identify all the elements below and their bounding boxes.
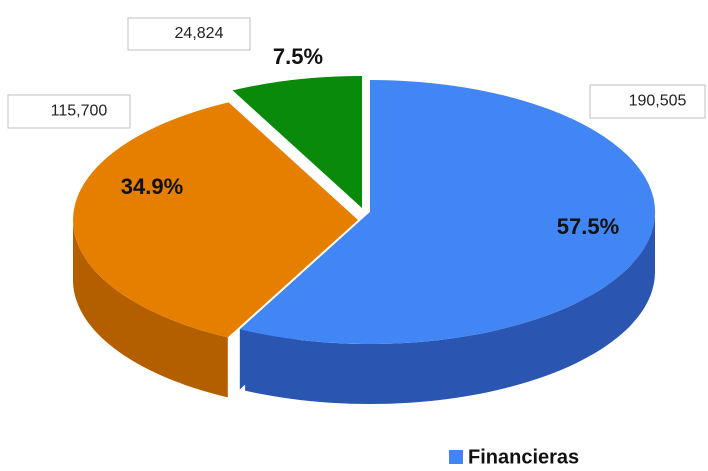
pie-slice <box>239 79 656 344</box>
percent-label: 7.5% <box>273 44 323 69</box>
slice-side <box>245 212 655 404</box>
label-box <box>589 84 706 119</box>
pie-slice <box>73 102 358 338</box>
value-label: 24,824 <box>175 25 224 42</box>
legend-swatch <box>449 450 463 464</box>
value-label: 115,700 <box>51 103 108 120</box>
percent-label: 57.5% <box>557 214 619 239</box>
percent-label: 34.9% <box>121 174 183 199</box>
value-label: 190,505 <box>629 93 687 110</box>
slice-side <box>73 221 228 398</box>
legend-label: Financieras <box>468 446 579 468</box>
label-box <box>127 17 251 51</box>
pie-slice <box>232 76 362 208</box>
label-box <box>7 94 131 129</box>
